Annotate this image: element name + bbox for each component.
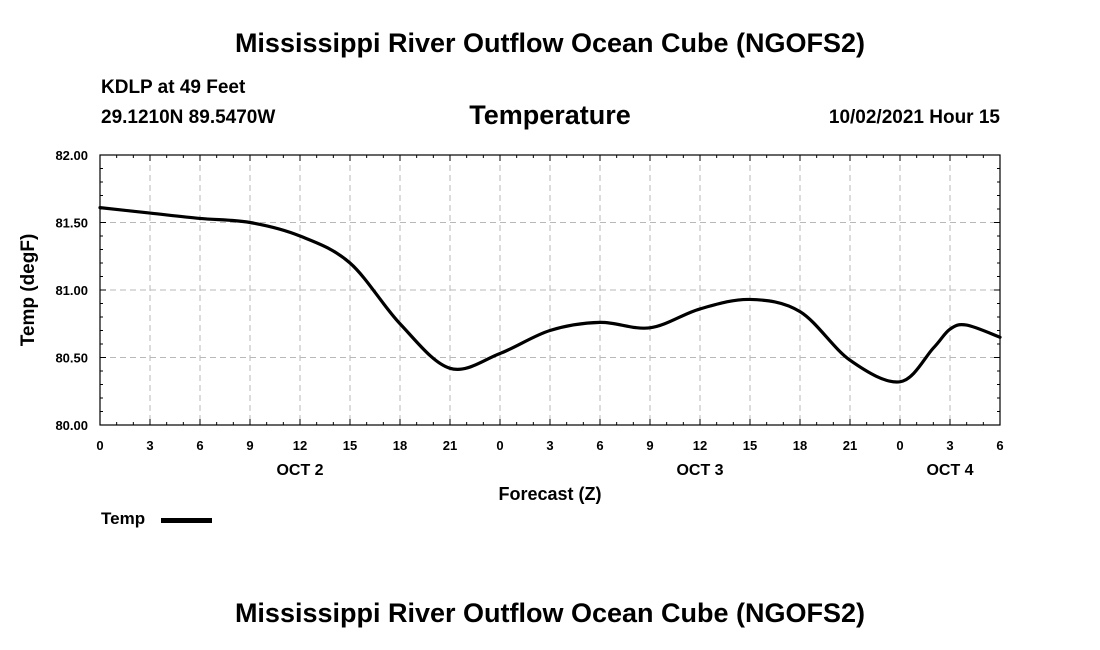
date-label: OCT 3 [676, 462, 723, 479]
x-tick-label: 18 [793, 438, 807, 453]
x-tick-label: 0 [496, 438, 503, 453]
x-tick-label: 15 [743, 438, 757, 453]
legend-line-swatch [161, 518, 212, 523]
station-label: KDLP at 49 Feet [101, 77, 246, 98]
y-tick-label: 80.50 [55, 351, 88, 366]
x-tick-label: 21 [843, 438, 857, 453]
data-layer [98, 206, 1002, 384]
forecast-datetime: 10/02/2021 Hour 15 [828, 107, 1000, 128]
axes-layer: 0 3 6 9 12 15 18 21 0 3 6 9 12 15 18 21 0 3 6 80.00 80.50 81.… [55, 148, 1003, 479]
station-coordinates: 29.1210N 89.5470W [101, 107, 276, 128]
legend-label: Temp [101, 509, 146, 528]
x-axis-title: Forecast (Z) [498, 484, 601, 504]
x-tick-label: 15 [343, 438, 357, 453]
x-tick-label: 6 [996, 438, 1003, 453]
x-tick-label: 0 [96, 438, 103, 453]
y-tick-label: 81.00 [55, 283, 88, 298]
x-tick-label: 18 [393, 438, 407, 453]
footer-title: Mississippi River Outflow Ocean Cube (NG… [234, 598, 866, 628]
chart-main-title: Mississippi River Outflow Ocean Cube (NG… [234, 28, 866, 58]
variable-title: Temperature [469, 100, 631, 130]
x-tick-label: 6 [196, 438, 203, 453]
x-tick-label: 6 [596, 438, 603, 453]
x-tick-label: 3 [946, 438, 953, 453]
date-label: OCT 2 [276, 462, 323, 479]
x-tick-label: 12 [293, 438, 307, 453]
x-tick-label: 3 [146, 438, 153, 453]
y-tick-label: 81.50 [55, 216, 88, 231]
x-tick-label: 12 [693, 438, 707, 453]
x-tick-label: 9 [646, 438, 653, 453]
y-tick-label: 82.00 [55, 148, 88, 163]
y-axis-title: Temp (degF) [18, 234, 39, 347]
temp-series-line [98, 206, 1002, 384]
grid-layer [100, 155, 1000, 425]
x-tick-label: 9 [246, 438, 253, 453]
x-tick-label: 0 [896, 438, 903, 453]
x-tick-label: 3 [546, 438, 553, 453]
y-tick-label: 80.00 [55, 418, 88, 433]
date-label: OCT 4 [926, 462, 973, 479]
x-tick-label: 21 [443, 438, 457, 453]
